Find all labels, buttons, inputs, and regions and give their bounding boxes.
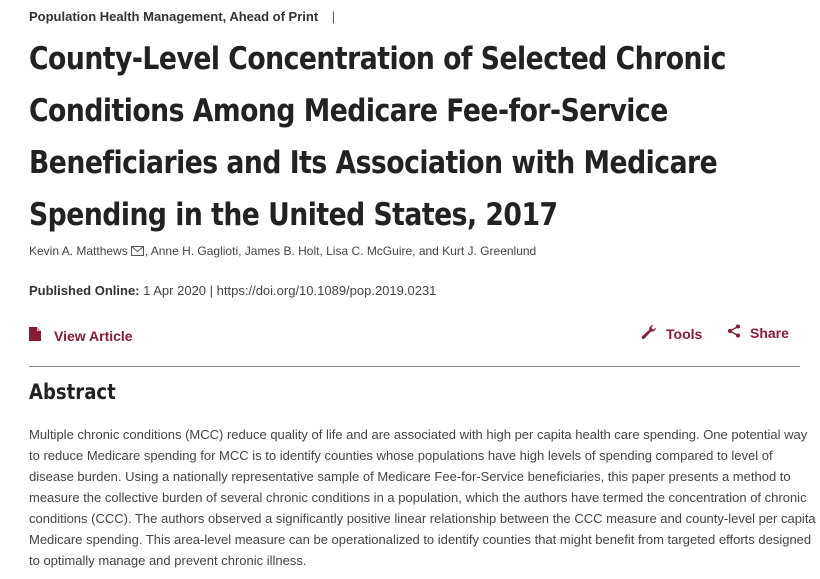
journal-separator: | bbox=[331, 9, 336, 24]
tools-button[interactable]: Tools bbox=[641, 324, 702, 343]
published-date: 1 Apr 2020 bbox=[143, 283, 207, 298]
abstract-heading: Abstract bbox=[29, 380, 116, 404]
abstract-text: Multiple chronic conditions (MCC) reduce… bbox=[29, 427, 816, 568]
journal-status: Ahead of Print bbox=[229, 9, 319, 24]
publication-info: Published Online: 1 Apr 2020 | https://d… bbox=[29, 283, 436, 298]
journal-info: Population Health Management, Ahead of P… bbox=[29, 9, 335, 24]
doi-link[interactable]: https://doi.org/10.1089/pop.2019.0231 bbox=[216, 283, 437, 298]
article-title: County-Level Concentration of Selected C… bbox=[29, 41, 726, 233]
doi-separator: | bbox=[209, 283, 214, 298]
author-list: Kevin A. Matthews , Anne H. Gaglioti, Jam… bbox=[29, 244, 536, 259]
file-icon bbox=[29, 327, 54, 344]
journal-name[interactable]: Population Health Management, bbox=[29, 9, 227, 24]
section-divider bbox=[29, 366, 800, 367]
share-icon bbox=[727, 324, 750, 341]
share-label: Share bbox=[750, 324, 789, 341]
published-label: Published Online: bbox=[29, 283, 140, 298]
article-actions: View Article Tools Share bbox=[29, 322, 800, 352]
share-button[interactable]: Share bbox=[727, 324, 789, 341]
mail-icon[interactable] bbox=[130, 245, 144, 259]
wrench-icon bbox=[641, 324, 666, 343]
view-article-button[interactable]: View Article bbox=[29, 327, 133, 344]
author-list-rest[interactable]: , Anne H. Gaglioti, James B. Holt, Lisa … bbox=[144, 244, 537, 258]
view-article-label: View Article bbox=[54, 327, 133, 344]
tools-label: Tools bbox=[666, 325, 703, 342]
author-link[interactable]: Kevin A. Matthews bbox=[29, 244, 128, 258]
